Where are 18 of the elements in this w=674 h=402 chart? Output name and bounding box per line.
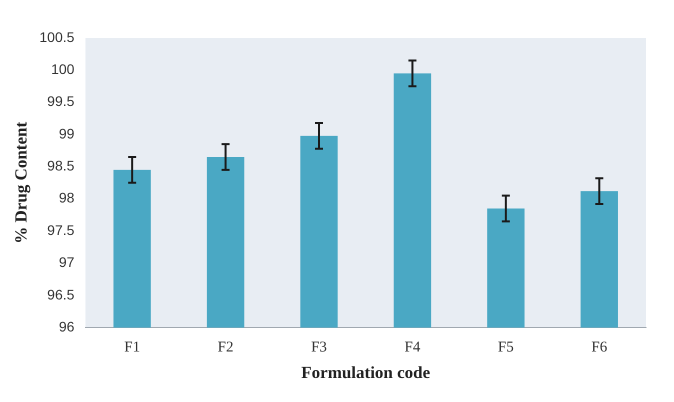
x-tick-label: F5: [498, 340, 514, 356]
y-tick-label: 97.5: [47, 222, 75, 238]
y-tick-label: 98.5: [47, 158, 75, 174]
y-tick-label: 100: [51, 61, 75, 78]
x-tick-label: F3: [311, 340, 327, 356]
x-tick-label: F4: [404, 340, 421, 356]
x-tick-label: F1: [124, 340, 140, 356]
y-tick-label: 96: [58, 318, 75, 334]
x-tick-label: F2: [218, 340, 234, 356]
y-tick-label: 99: [58, 125, 75, 142]
y-tick-label: 98: [58, 190, 75, 206]
y-tick-label: 100.5: [39, 28, 75, 45]
y-axis-title: % Drug Content: [12, 122, 31, 244]
y-tick-label: 97: [58, 254, 75, 270]
x-tick-label: F6: [591, 340, 608, 356]
y-tick-label: 99.5: [47, 93, 75, 110]
y-tick-label: 96.5: [47, 286, 75, 302]
x-axis-title: Formulation code: [301, 363, 431, 382]
